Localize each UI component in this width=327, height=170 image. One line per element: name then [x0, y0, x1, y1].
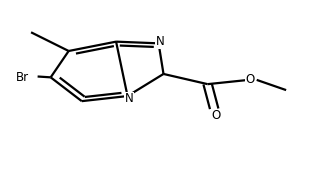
Text: N: N [156, 35, 164, 48]
Text: Br: Br [16, 71, 29, 84]
Text: O: O [246, 73, 255, 86]
Text: N: N [125, 92, 133, 105]
Text: O: O [211, 109, 220, 122]
